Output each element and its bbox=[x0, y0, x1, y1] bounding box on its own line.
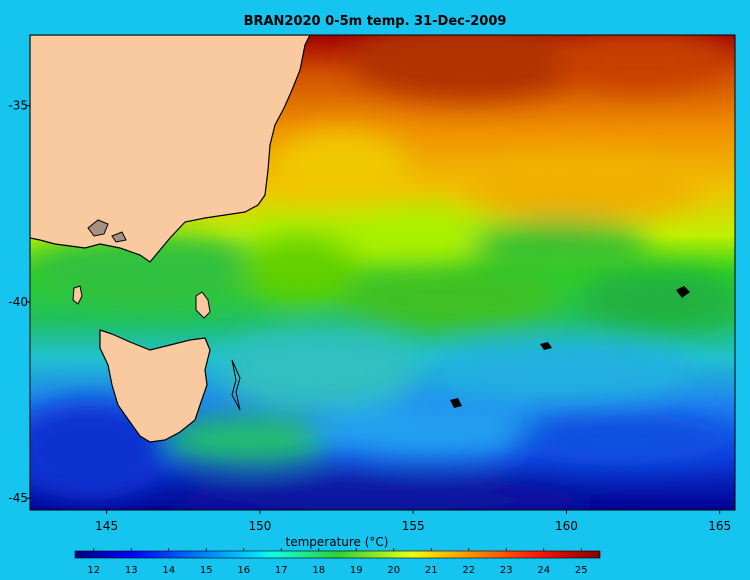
colorbar-tick-label: 13 bbox=[125, 565, 138, 576]
lat-tick-label: -45 bbox=[8, 491, 28, 505]
colorbar-tick-label: 21 bbox=[425, 565, 438, 576]
island-marker bbox=[540, 342, 552, 350]
colorbar bbox=[74, 550, 601, 559]
colorbar-tick-label: 14 bbox=[162, 565, 175, 576]
ocean-temperature-field bbox=[30, 35, 735, 510]
map-title: BRAN2020 0-5m temp. 31-Dec-2009 bbox=[243, 14, 507, 29]
mainland-australia bbox=[30, 35, 311, 263]
colorbar-tick-label: 18 bbox=[312, 565, 325, 576]
flinders-island bbox=[195, 291, 211, 319]
island-marker bbox=[450, 398, 462, 408]
map-frame bbox=[29, 34, 736, 511]
king-island bbox=[72, 285, 83, 305]
tasmania bbox=[99, 329, 211, 443]
colorbar-tick-label: 19 bbox=[350, 565, 363, 576]
colorbar-tick-label: 25 bbox=[575, 565, 588, 576]
colorbar-tick-label: 17 bbox=[275, 565, 288, 576]
longitude-axis: 145 150 155 160 165 bbox=[95, 510, 731, 533]
colorbar-tick-label: 23 bbox=[500, 565, 513, 576]
lon-tick-label: 150 bbox=[248, 519, 271, 533]
lon-tick-label: 165 bbox=[708, 519, 731, 533]
latitude-axis: -35 -40 -45 bbox=[8, 99, 30, 505]
island-marker bbox=[676, 286, 690, 298]
lat-tick-label: -35 bbox=[8, 99, 28, 113]
port-phillip-bay bbox=[87, 219, 109, 237]
lon-tick-label: 160 bbox=[555, 519, 578, 533]
colorbar-tick-label: 16 bbox=[237, 565, 250, 576]
colorbar-ticks: 12 13 14 15 16 17 18 19 20 21 22 23 24 25 bbox=[87, 548, 588, 576]
western-port bbox=[111, 231, 127, 243]
lon-tick-label: 145 bbox=[95, 519, 118, 533]
lon-tick-label: 155 bbox=[402, 519, 425, 533]
colorbar-tick-label: 12 bbox=[87, 565, 100, 576]
colorbar-tick-label: 20 bbox=[387, 565, 400, 576]
lat-tick-label: -40 bbox=[8, 295, 28, 309]
colorbar-tick-label: 22 bbox=[462, 565, 475, 576]
colorbar-title: temperature (°C) bbox=[285, 535, 389, 549]
colorbar-tick-label: 24 bbox=[537, 565, 550, 576]
bathymetry-line bbox=[231, 359, 241, 411]
colorbar-tick-label: 15 bbox=[200, 565, 213, 576]
